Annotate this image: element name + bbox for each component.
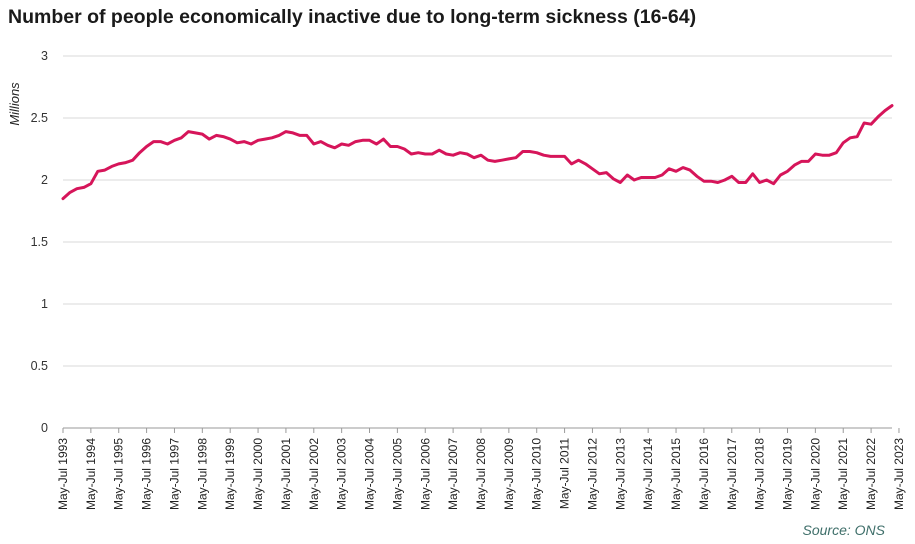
x-tick-label: May-Jul 2014 bbox=[641, 438, 655, 510]
x-tick-label: May-Jul 2003 bbox=[335, 438, 349, 510]
x-tick-label: May-Jul 2001 bbox=[279, 438, 293, 510]
x-tick-label: May-Jul 2012 bbox=[585, 438, 599, 510]
x-tick-label: May-Jul 2002 bbox=[307, 438, 321, 510]
x-tick-label: May-Jul 2020 bbox=[808, 438, 822, 510]
x-tick-label: May-Jul 1993 bbox=[56, 438, 70, 510]
y-tick-label: 2.5 bbox=[31, 111, 48, 125]
x-tick-label: May-Jul 1996 bbox=[140, 438, 154, 510]
y-axis-ticks: 0 0.5 1 1.5 2 2.5 3 bbox=[31, 49, 48, 435]
y-tick-label: 0 bbox=[41, 421, 48, 435]
series-line bbox=[61, 104, 894, 201]
y-tick-label: 2 bbox=[41, 173, 48, 187]
y-tick-label: 0.5 bbox=[31, 359, 48, 373]
x-tick-label: May-Jul 2004 bbox=[363, 438, 377, 510]
y-tick-label: 1 bbox=[41, 297, 48, 311]
chart-title: Number of people economically inactive d… bbox=[8, 6, 697, 28]
x-tick-label: May-Jul 2013 bbox=[613, 438, 627, 510]
x-tick-label: May-Jul 1999 bbox=[223, 438, 237, 510]
x-tick-label: May-Jul 2005 bbox=[390, 438, 404, 510]
x-axis: May-Jul 1993 May-Jul 1994 May-Jul 1995 May-… bbox=[56, 428, 906, 510]
source-note: Source: ONS bbox=[802, 522, 885, 538]
x-tick-label: May-Jul 2017 bbox=[725, 438, 739, 510]
x-tick-label: May-Jul 1997 bbox=[167, 438, 181, 510]
x-tick-label: May-Jul 2023 bbox=[892, 438, 906, 510]
x-tick-label: May-Jul 2018 bbox=[753, 438, 767, 510]
y-axis-label: Millions bbox=[7, 82, 22, 126]
x-tick-label: May-Jul 2022 bbox=[864, 438, 878, 510]
x-tick-label: May-Jul 2021 bbox=[836, 438, 850, 510]
x-tick-label: May-Jul 2019 bbox=[781, 438, 795, 510]
gridlines bbox=[63, 55, 892, 429]
y-tick-label: 3 bbox=[41, 49, 48, 63]
x-tick-label: May-Jul 2011 bbox=[558, 438, 572, 509]
x-tick-label: May-Jul 2015 bbox=[669, 438, 683, 510]
x-tick-label: May-Jul 1994 bbox=[84, 438, 98, 510]
x-tick-label: May-Jul 2010 bbox=[530, 438, 544, 510]
x-tick-label: May-Jul 2007 bbox=[446, 438, 460, 510]
x-tick-label: May-Jul 1995 bbox=[112, 438, 126, 510]
x-tick-label: May-Jul 1998 bbox=[195, 438, 209, 510]
x-tick-label: May-Jul 2016 bbox=[697, 438, 711, 510]
x-tick-label: May-Jul 2000 bbox=[251, 438, 265, 510]
y-tick-label: 1.5 bbox=[31, 235, 48, 249]
x-tick-label: May-Jul 2006 bbox=[418, 438, 432, 510]
series-group bbox=[61, 104, 894, 201]
x-tick-label: May-Jul 2008 bbox=[474, 438, 488, 510]
x-tick-label: May-Jul 2009 bbox=[502, 438, 516, 510]
